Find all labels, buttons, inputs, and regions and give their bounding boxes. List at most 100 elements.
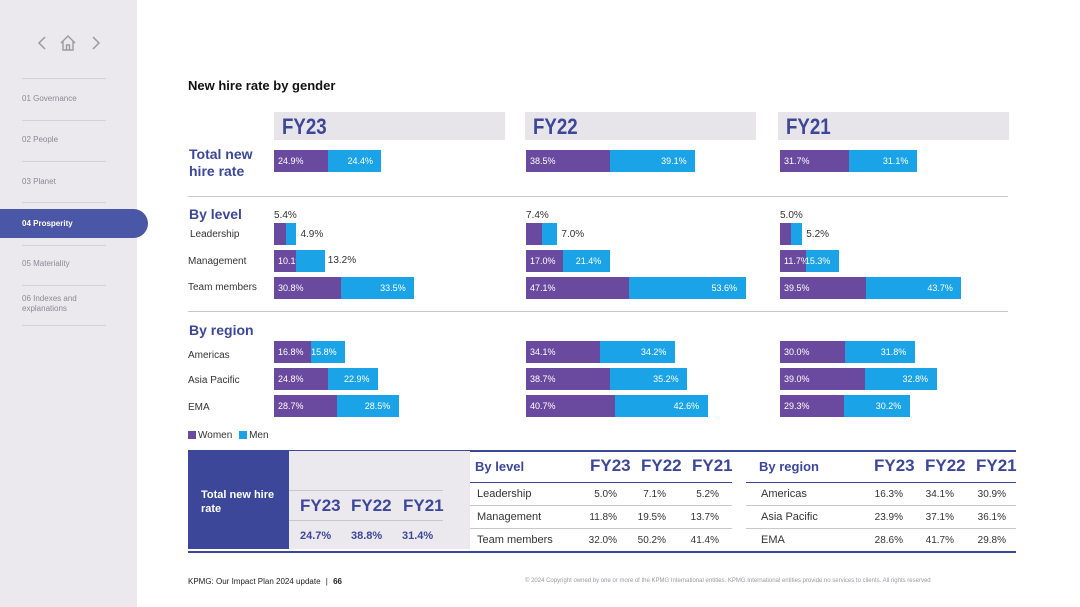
bar-women [274, 223, 286, 245]
bar-men [609, 150, 696, 172]
sidebar-item-label: 04 Prosperity [22, 219, 73, 228]
summary-table [188, 450, 1016, 553]
row-label-team-members: Team members [188, 282, 257, 293]
bar-men [336, 395, 399, 417]
summary-total-label-cell: Total new hire rate [188, 451, 289, 549]
year-label: FY22 [533, 114, 578, 139]
sidebar-item-planet[interactable]: 03 Planet [22, 177, 56, 186]
bar-women [274, 368, 329, 390]
data-label-women: 17.0% [530, 256, 556, 266]
table-title-level: By level [475, 459, 525, 474]
table-row-label: Team members [477, 534, 553, 546]
copyright: © 2024 Copyright owned by one or more of… [525, 578, 931, 584]
table-cell: 19.5% [637, 512, 666, 523]
data-label-men: 33.5% [380, 283, 406, 293]
bar-women [526, 223, 543, 245]
data-label-men: 53.6% [711, 283, 738, 293]
table-year: FY21 [976, 456, 1017, 475]
sidebar-item-indexes[interactable]: 06 Indexes and explanations [22, 294, 77, 313]
bar-women [274, 395, 337, 417]
data-label-women: 38.7% [530, 374, 556, 384]
row-label-management: Management [188, 256, 247, 267]
summary-total-fy21: 31.4% [402, 530, 434, 542]
bar-men [610, 368, 688, 390]
forward-button[interactable] [85, 33, 105, 53]
data-label-women: 39.5% [784, 283, 810, 293]
divider [289, 490, 443, 491]
table-cell: 36.1% [977, 512, 1006, 523]
data-label-women: 7.4% [526, 210, 549, 221]
divider [22, 161, 106, 162]
bar-women [780, 341, 846, 363]
year-header-fy23: FY23 [274, 112, 505, 140]
bar-women [780, 250, 806, 272]
table-row-label: EMA [761, 534, 785, 546]
bar-women [274, 341, 311, 363]
table-year: FY22 [641, 456, 682, 475]
back-button[interactable] [33, 33, 53, 53]
bar-men [628, 277, 746, 299]
table-year: FY21 [692, 456, 733, 475]
sidebar-item-governance[interactable]: 01 Governance [22, 94, 77, 103]
row-label-ema: EMA [188, 402, 210, 413]
table-cell: 34.1% [925, 489, 954, 500]
data-label-men: 31.8% [880, 347, 907, 357]
bar-men [790, 223, 803, 245]
data-label-women: 10.1% [278, 256, 304, 266]
legend-swatch-women [188, 431, 196, 440]
year-header-fy21: FY21 [778, 112, 1009, 140]
bar-women [526, 150, 610, 172]
divider [188, 196, 1008, 197]
legend-swatch-men [239, 431, 248, 440]
divider [22, 120, 106, 121]
section-title-level: By level [189, 206, 242, 222]
legend-women: Women [198, 430, 233, 441]
data-label-women: 24.8% [278, 374, 304, 384]
sidebar-item-people[interactable]: 02 People [22, 135, 59, 144]
data-label-men: 4.9% [300, 229, 324, 240]
table-cell: 41.7% [925, 535, 954, 546]
data-label-men: 7.0% [561, 229, 585, 240]
divider [22, 325, 106, 326]
bar-women [526, 341, 601, 363]
bar-women [274, 250, 297, 272]
home-button[interactable] [58, 33, 78, 53]
bar-women [526, 368, 611, 390]
data-label-men: 24.4% [347, 156, 373, 166]
page-number: 66 [333, 577, 342, 586]
bar-men [843, 395, 910, 417]
divider [188, 311, 1008, 312]
table-cell: 7.1% [643, 489, 666, 500]
data-label-women: 29.3% [784, 401, 810, 411]
data-label-men: 15.8% [311, 347, 337, 357]
summary-total-cell [289, 451, 470, 549]
summary-year-fy21: FY21 [403, 496, 444, 515]
bar-men [542, 223, 558, 245]
data-label-men: 42.6% [673, 401, 700, 411]
nav-controls [33, 33, 108, 53]
row-label-americas: Americas [188, 350, 230, 361]
data-label-men: 43.7% [927, 283, 953, 293]
table-year: FY22 [925, 456, 966, 475]
table-year: FY23 [590, 456, 631, 475]
sidebar-item-materiality[interactable]: 05 Materiality [22, 259, 70, 268]
divider [470, 528, 732, 529]
data-label-men: 39.1% [661, 156, 687, 166]
data-label-women: 31.7% [784, 156, 810, 166]
bar-men [285, 223, 297, 245]
table-cell: 16.3% [874, 489, 903, 500]
bar-men [328, 368, 378, 390]
data-label-men: 21.4% [575, 256, 602, 266]
row-label-asia-pacific: Asia Pacific [188, 375, 240, 386]
table-row-label: Americas [761, 488, 807, 500]
table-cell: 11.8% [589, 512, 617, 523]
bar-men [328, 150, 382, 172]
data-label-women: 34.1% [530, 347, 556, 357]
summary-year-fy22: FY22 [351, 496, 392, 515]
table-cell: 13.7% [690, 512, 719, 523]
divider [22, 285, 106, 286]
data-label-women: 28.7% [278, 401, 304, 411]
sidebar-item-prosperity[interactable]: 04 Prosperity [0, 209, 148, 238]
table-cell: 23.9% [874, 512, 903, 523]
table-cell: 37.1% [925, 512, 954, 523]
